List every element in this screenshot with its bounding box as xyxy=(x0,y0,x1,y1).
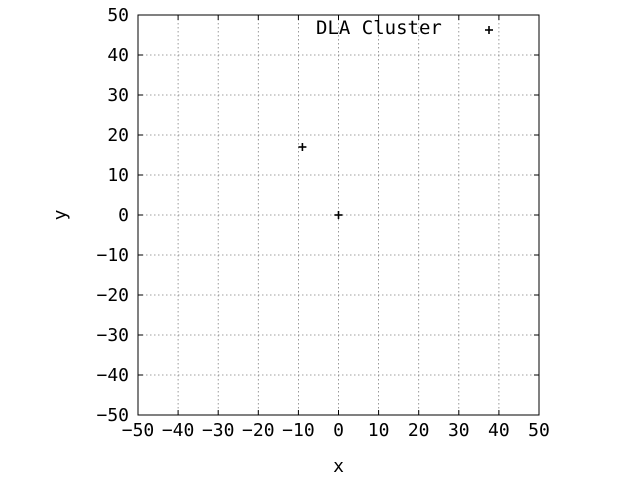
tick-labels: −50 −40 −30 −20 −10 0 10 20 30 40 50 −50 −40 −30 −20 −1… xyxy=(96,5,549,441)
legend: DLA Cluster xyxy=(316,17,493,39)
data-points xyxy=(298,143,343,219)
legend-marker xyxy=(485,26,493,34)
x-tick-label: 0 xyxy=(333,420,344,441)
y-tick-label: −30 xyxy=(96,325,129,346)
x-tick-label: −20 xyxy=(242,420,275,441)
y-tick-label: 50 xyxy=(107,5,129,26)
grid xyxy=(138,15,539,415)
x-tick-label: 30 xyxy=(448,420,470,441)
x-axis-label: x xyxy=(333,456,344,477)
data-point xyxy=(334,211,343,219)
y-tick-label: −40 xyxy=(96,365,129,386)
x-tick-label: 50 xyxy=(528,420,550,441)
data-point xyxy=(298,143,307,151)
x-tick-label: −30 xyxy=(202,420,235,441)
y-tick-label: 0 xyxy=(118,205,129,226)
y-tick-label: 10 xyxy=(107,165,129,186)
y-tick-label: −20 xyxy=(96,285,129,306)
x-tick-label: 40 xyxy=(488,420,510,441)
x-tick-label: −40 xyxy=(162,420,195,441)
x-tick-label: −50 xyxy=(122,420,155,441)
legend-label: DLA Cluster xyxy=(316,17,442,39)
ticks xyxy=(137,14,540,416)
y-axis-label: y xyxy=(50,209,71,220)
legend-marker-symbol xyxy=(485,26,493,34)
x-tick-label: 10 xyxy=(368,420,390,441)
y-tick-label: 20 xyxy=(107,125,129,146)
y-tick-label: 40 xyxy=(107,45,129,66)
y-tick-label: 30 xyxy=(107,85,129,106)
x-tick-label: 20 xyxy=(408,420,430,441)
y-tick-label: −50 xyxy=(96,405,129,426)
y-tick-label: −10 xyxy=(96,245,129,266)
x-tick-label: −10 xyxy=(282,420,315,441)
